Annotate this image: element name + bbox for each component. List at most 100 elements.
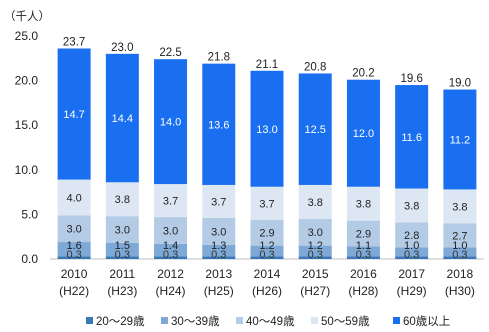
segment-value-label: 12.5 (305, 124, 326, 136)
x-tick-label: 2017 (398, 267, 425, 281)
bar-segment (395, 222, 429, 248)
segment-value-label: 12.0 (353, 128, 374, 140)
bar-segment (395, 85, 429, 189)
segment-value-label: 3.7 (211, 196, 226, 208)
legend-label: 40～49歳 (246, 315, 295, 328)
bar-segment (395, 247, 429, 257)
y-tick-label: 20.0 (15, 74, 39, 88)
total-value-label: 20.8 (304, 61, 326, 73)
bar-segment (443, 223, 477, 248)
segment-value-label: 2.9 (259, 228, 274, 240)
bar-segment (105, 242, 139, 257)
segment-value-label: 3.8 (356, 199, 371, 211)
y-tick-label: 5.0 (21, 207, 38, 221)
legend-swatch (236, 317, 243, 324)
total-value-label: 21.8 (208, 52, 230, 64)
bar-segment (57, 179, 91, 216)
legend-swatch (311, 317, 318, 324)
legend: 20～29歳 30～39歳 40～49歳 50～59歳 60歳以上 (86, 315, 450, 328)
total-value-label: 19.0 (449, 78, 471, 90)
segment-value-label: 0.3 (163, 249, 178, 261)
bar-segment (154, 217, 188, 244)
bar-segment (298, 218, 332, 246)
segment-value-label: 3.7 (163, 196, 178, 208)
y-tick-label: 10.0 (15, 163, 39, 177)
bar-segment (154, 243, 188, 257)
segment-value-label: 2.8 (404, 230, 419, 242)
segment-value-label: 1.5 (115, 240, 130, 252)
bar-segment (250, 186, 284, 220)
bars (57, 48, 477, 259)
x-tick-sublabel: (H27) (300, 284, 330, 298)
x-tick-sublabel: (H23) (107, 284, 137, 298)
bar-segment (57, 242, 91, 257)
x-tick-label: 2012 (157, 267, 184, 281)
bar-segment (105, 182, 139, 217)
segment-value-label: 14.0 (160, 117, 181, 129)
segment-value-label: 14.7 (63, 109, 84, 121)
segment-value-label: 0.3 (356, 249, 371, 261)
total-value-label: 23.7 (63, 36, 85, 48)
x-tick-label: 2016 (350, 267, 377, 281)
x-tick-sublabel: (H22) (59, 284, 89, 298)
segment-value-label: 1.2 (259, 240, 274, 252)
segment-value-label: 1.6 (66, 240, 81, 252)
segment-value-label: 11.2 (450, 134, 471, 146)
bar-segment (298, 184, 332, 219)
x-tick-sublabel: (H30) (445, 284, 475, 298)
x-tick-label: 2014 (254, 267, 281, 281)
x-tick-label: 2010 (61, 267, 88, 281)
segment-value-label: 0.3 (452, 249, 467, 261)
x-tick-label: 2018 (447, 267, 474, 281)
total-value-label: 21.1 (256, 59, 278, 71)
segment-value-label: 3.7 (259, 198, 274, 210)
bar-segment (202, 256, 236, 259)
x-tick-sublabel: (H26) (252, 284, 282, 298)
bar-segment (57, 256, 91, 259)
bar-segment (250, 219, 284, 246)
segment-value-label: 3.0 (163, 225, 178, 237)
unit-label: （千人） (4, 10, 50, 23)
segment-value-label: 3.0 (115, 225, 130, 237)
bar-segment (154, 184, 188, 218)
x-tick-sublabel: (H24) (156, 284, 186, 298)
total-value-label: 19.6 (400, 73, 422, 85)
bar-segment (250, 245, 284, 257)
bar-segment (202, 244, 236, 257)
total-value-label: 20.2 (352, 68, 374, 80)
segment-value-label: 0.3 (404, 249, 419, 261)
bar-segment (346, 220, 380, 247)
segment-value-label: 11.6 (401, 132, 422, 144)
segment-value-label: 1.0 (404, 240, 419, 252)
total-value-label: 22.5 (159, 47, 181, 59)
segment-value-label: 0.3 (66, 249, 81, 261)
segment-value-label: 3.8 (308, 197, 323, 209)
bar-segment (202, 184, 236, 218)
x-tick-sublabel: (H28) (348, 284, 378, 298)
bar-segment (250, 70, 284, 187)
segment-value-label: 2.9 (356, 229, 371, 241)
bar-segment (154, 256, 188, 259)
bar-segment (395, 188, 429, 223)
legend-label: 50～59歳 (321, 315, 370, 328)
bar-segment (57, 48, 91, 180)
segment-value-label: 3.0 (308, 227, 323, 239)
bar-segment (105, 53, 139, 183)
bar-segment (443, 247, 477, 257)
x-tick-label: 2013 (205, 267, 232, 281)
segment-value-label: 0.3 (211, 249, 226, 261)
y-tick-label: 25.0 (15, 29, 39, 43)
bar-segment (298, 245, 332, 257)
bar-segment (105, 256, 139, 259)
segment-value-label: 0.3 (259, 249, 274, 261)
segment-value-label: 3.8 (404, 200, 419, 212)
bar-segment (443, 189, 477, 224)
segment-value-label: 0.3 (115, 249, 130, 261)
x-tick-label: 2011 (109, 267, 135, 281)
bar-segment (202, 63, 236, 185)
legend-label: 30～39歳 (171, 315, 220, 328)
bar-segment (298, 73, 332, 185)
segment-value-label: 4.0 (66, 192, 81, 204)
bar-segment (346, 186, 380, 221)
